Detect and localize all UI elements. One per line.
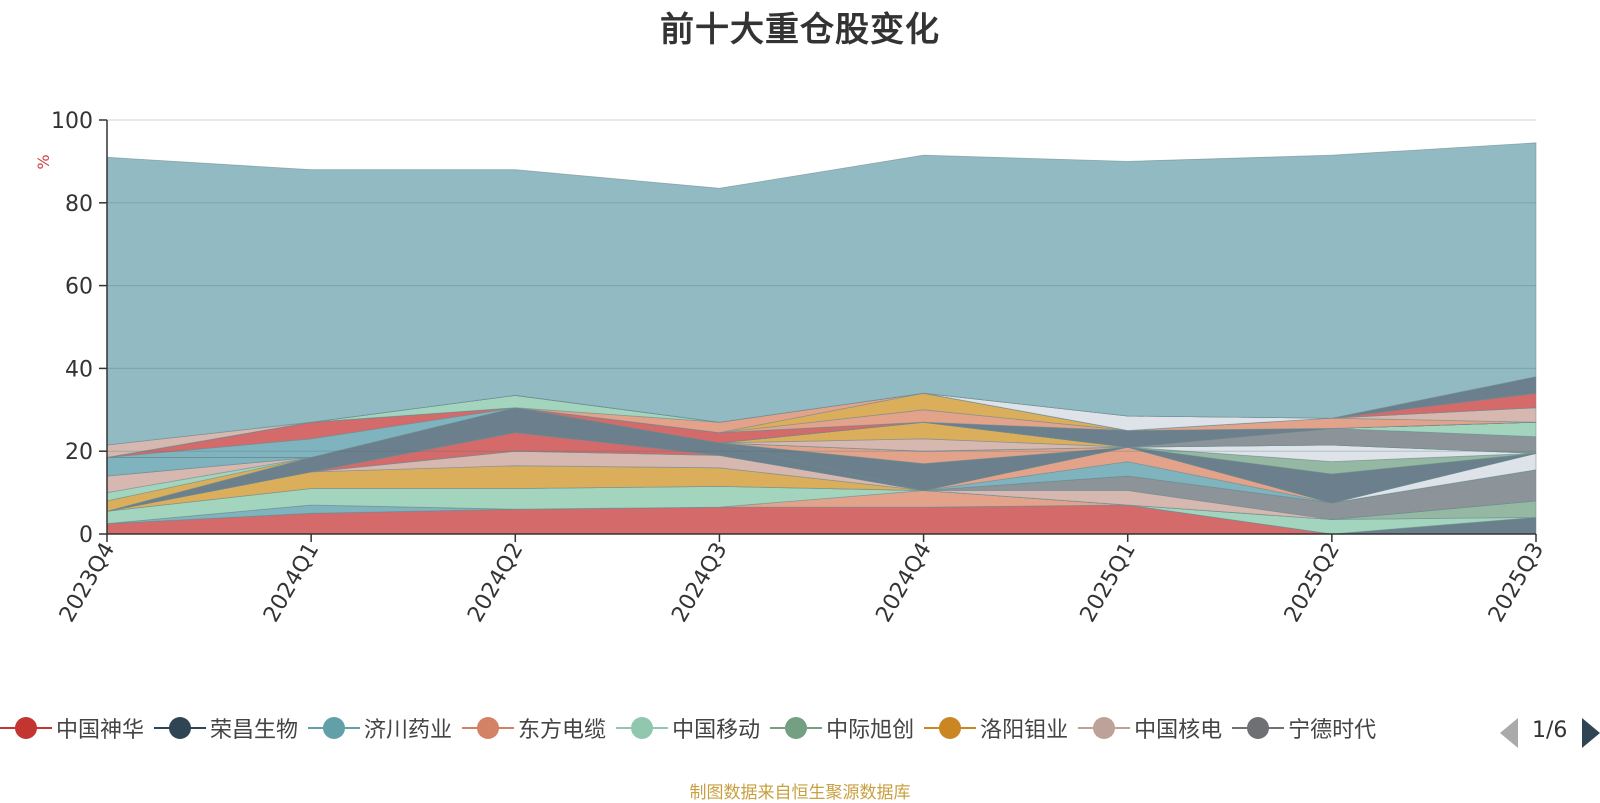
area-layer [106,142,1537,535]
x-tick-label: 2025Q2 [1280,539,1345,627]
legend-marker-icon [924,717,977,739]
y-axis-unit-label: % [34,154,53,169]
y-tick-label: 60 [65,275,93,300]
legend-item[interactable]: 洛阳钼业 [924,712,1068,744]
chart-title: 前十大重仓股变化 [660,10,940,50]
legend-marker-icon [462,717,515,739]
legend-marker-icon [770,717,823,739]
legend-item[interactable]: 中国移动 [616,712,760,744]
legend-label: 济川药业 [364,718,453,743]
x-tick-label: 2023Q4 [55,539,120,627]
legend-item[interactable]: 中国神华 [0,712,144,744]
x-tick-label: 2025Q1 [1076,539,1141,627]
legend-item[interactable]: 东方电缆 [462,712,606,744]
source-note: 制图数据来自恒生聚源数据库 [689,783,911,803]
legend-marker-icon [1232,717,1285,739]
legend-label: 中国核电 [1134,718,1223,743]
legend-next-page-icon[interactable] [1582,718,1600,748]
x-tick-label: 2024Q2 [463,539,528,627]
y-tick-label: 100 [51,109,93,134]
legend-label: 荣昌生物 [210,718,299,743]
y-tick-label: 0 [79,523,93,548]
x-tick-label: 2024Q1 [259,539,324,627]
legend-item[interactable]: 宁德时代 [1232,712,1376,744]
legend-marker-icon [0,717,52,739]
legend-item[interactable]: 中国核电 [1078,712,1222,744]
legend-label: 宁德时代 [1288,718,1377,743]
legend-item[interactable]: 中际旭创 [770,712,914,744]
x-tick-label: 2024Q4 [871,539,936,627]
legend-page-indicator: 1/6 [1532,718,1568,743]
legend-marker-icon [154,717,207,739]
x-tick-label: 2024Q3 [667,539,732,627]
legend-label: 中际旭创 [826,718,915,743]
legend-label: 东方电缆 [518,718,607,743]
legend-prev-page-icon[interactable] [1500,718,1518,748]
legend-marker-icon [616,717,669,739]
legend-item[interactable]: 济川药业 [308,712,452,744]
legend-marker-icon [308,717,361,739]
legend-label: 洛阳钼业 [980,718,1069,743]
area-series-40 [106,142,1537,446]
legend-marker-icon [1078,717,1131,739]
y-tick-label: 80 [65,192,93,217]
legend-item[interactable]: 荣昌生物 [154,712,298,744]
legend-label: 中国神华 [56,718,145,743]
x-tick-label: 2025Q3 [1484,539,1549,627]
legend-label: 中国移动 [672,718,761,743]
y-tick-label: 20 [65,440,93,465]
legend: 中国神华 荣昌生物 济川药业 东方电缆 中国移动 中际旭创 洛阳钼业 中国核电 宁德时代 [0,712,1500,752]
legend-pager: 1/6 [1500,716,1600,750]
y-tick-label: 40 [65,357,93,382]
